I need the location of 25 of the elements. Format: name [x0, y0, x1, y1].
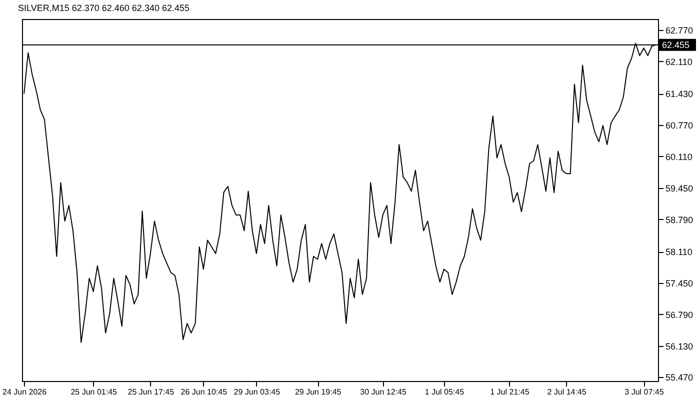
x-tick-label: 30 Jun 12:45 — [360, 388, 407, 396]
y-tick-label: 56.130 — [666, 341, 694, 352]
y-tick-label: 62.770 — [666, 25, 694, 36]
x-tick-label: 26 Jun 10:45 — [180, 388, 228, 396]
x-tick-label: 29 Jun 03:45 — [234, 388, 281, 396]
x-tick-label: 25 Jun 17:45 — [128, 388, 175, 396]
chart-title: SILVER,M15 62.370 62.460 62.340 62.455 — [18, 3, 190, 13]
y-tick-label: 58.790 — [666, 214, 694, 225]
y-tick-label: 58.110 — [666, 247, 692, 258]
x-tick-label: 24 Jun 2026 — [2, 388, 48, 396]
y-tick-label: 60.110 — [666, 152, 692, 162]
y-tick-label: 57.450 — [666, 278, 694, 289]
y-tick-label: 55.470 — [666, 372, 694, 383]
x-tick-label: 1 Jul 05:45 — [424, 388, 465, 396]
ref-line-label: 62.455 — [662, 40, 690, 50]
y-tick-label: 60.770 — [666, 120, 694, 131]
x-tick-label: 29 Jun 19:45 — [294, 388, 342, 396]
y-tick-label: 61.430 — [666, 89, 694, 100]
y-tick-label: 56.790 — [666, 310, 694, 320]
y-tick-label: 59.450 — [666, 183, 694, 194]
y-tick-label: 62.110 — [666, 56, 692, 67]
x-tick-label: 25 Jun 01:45 — [70, 388, 118, 396]
x-tick-label: 2 Jul 14:45 — [547, 388, 587, 396]
x-tick-label: 1 Jul 21:45 — [490, 388, 530, 396]
x-tick-label: 3 Jul 07:45 — [624, 388, 664, 396]
